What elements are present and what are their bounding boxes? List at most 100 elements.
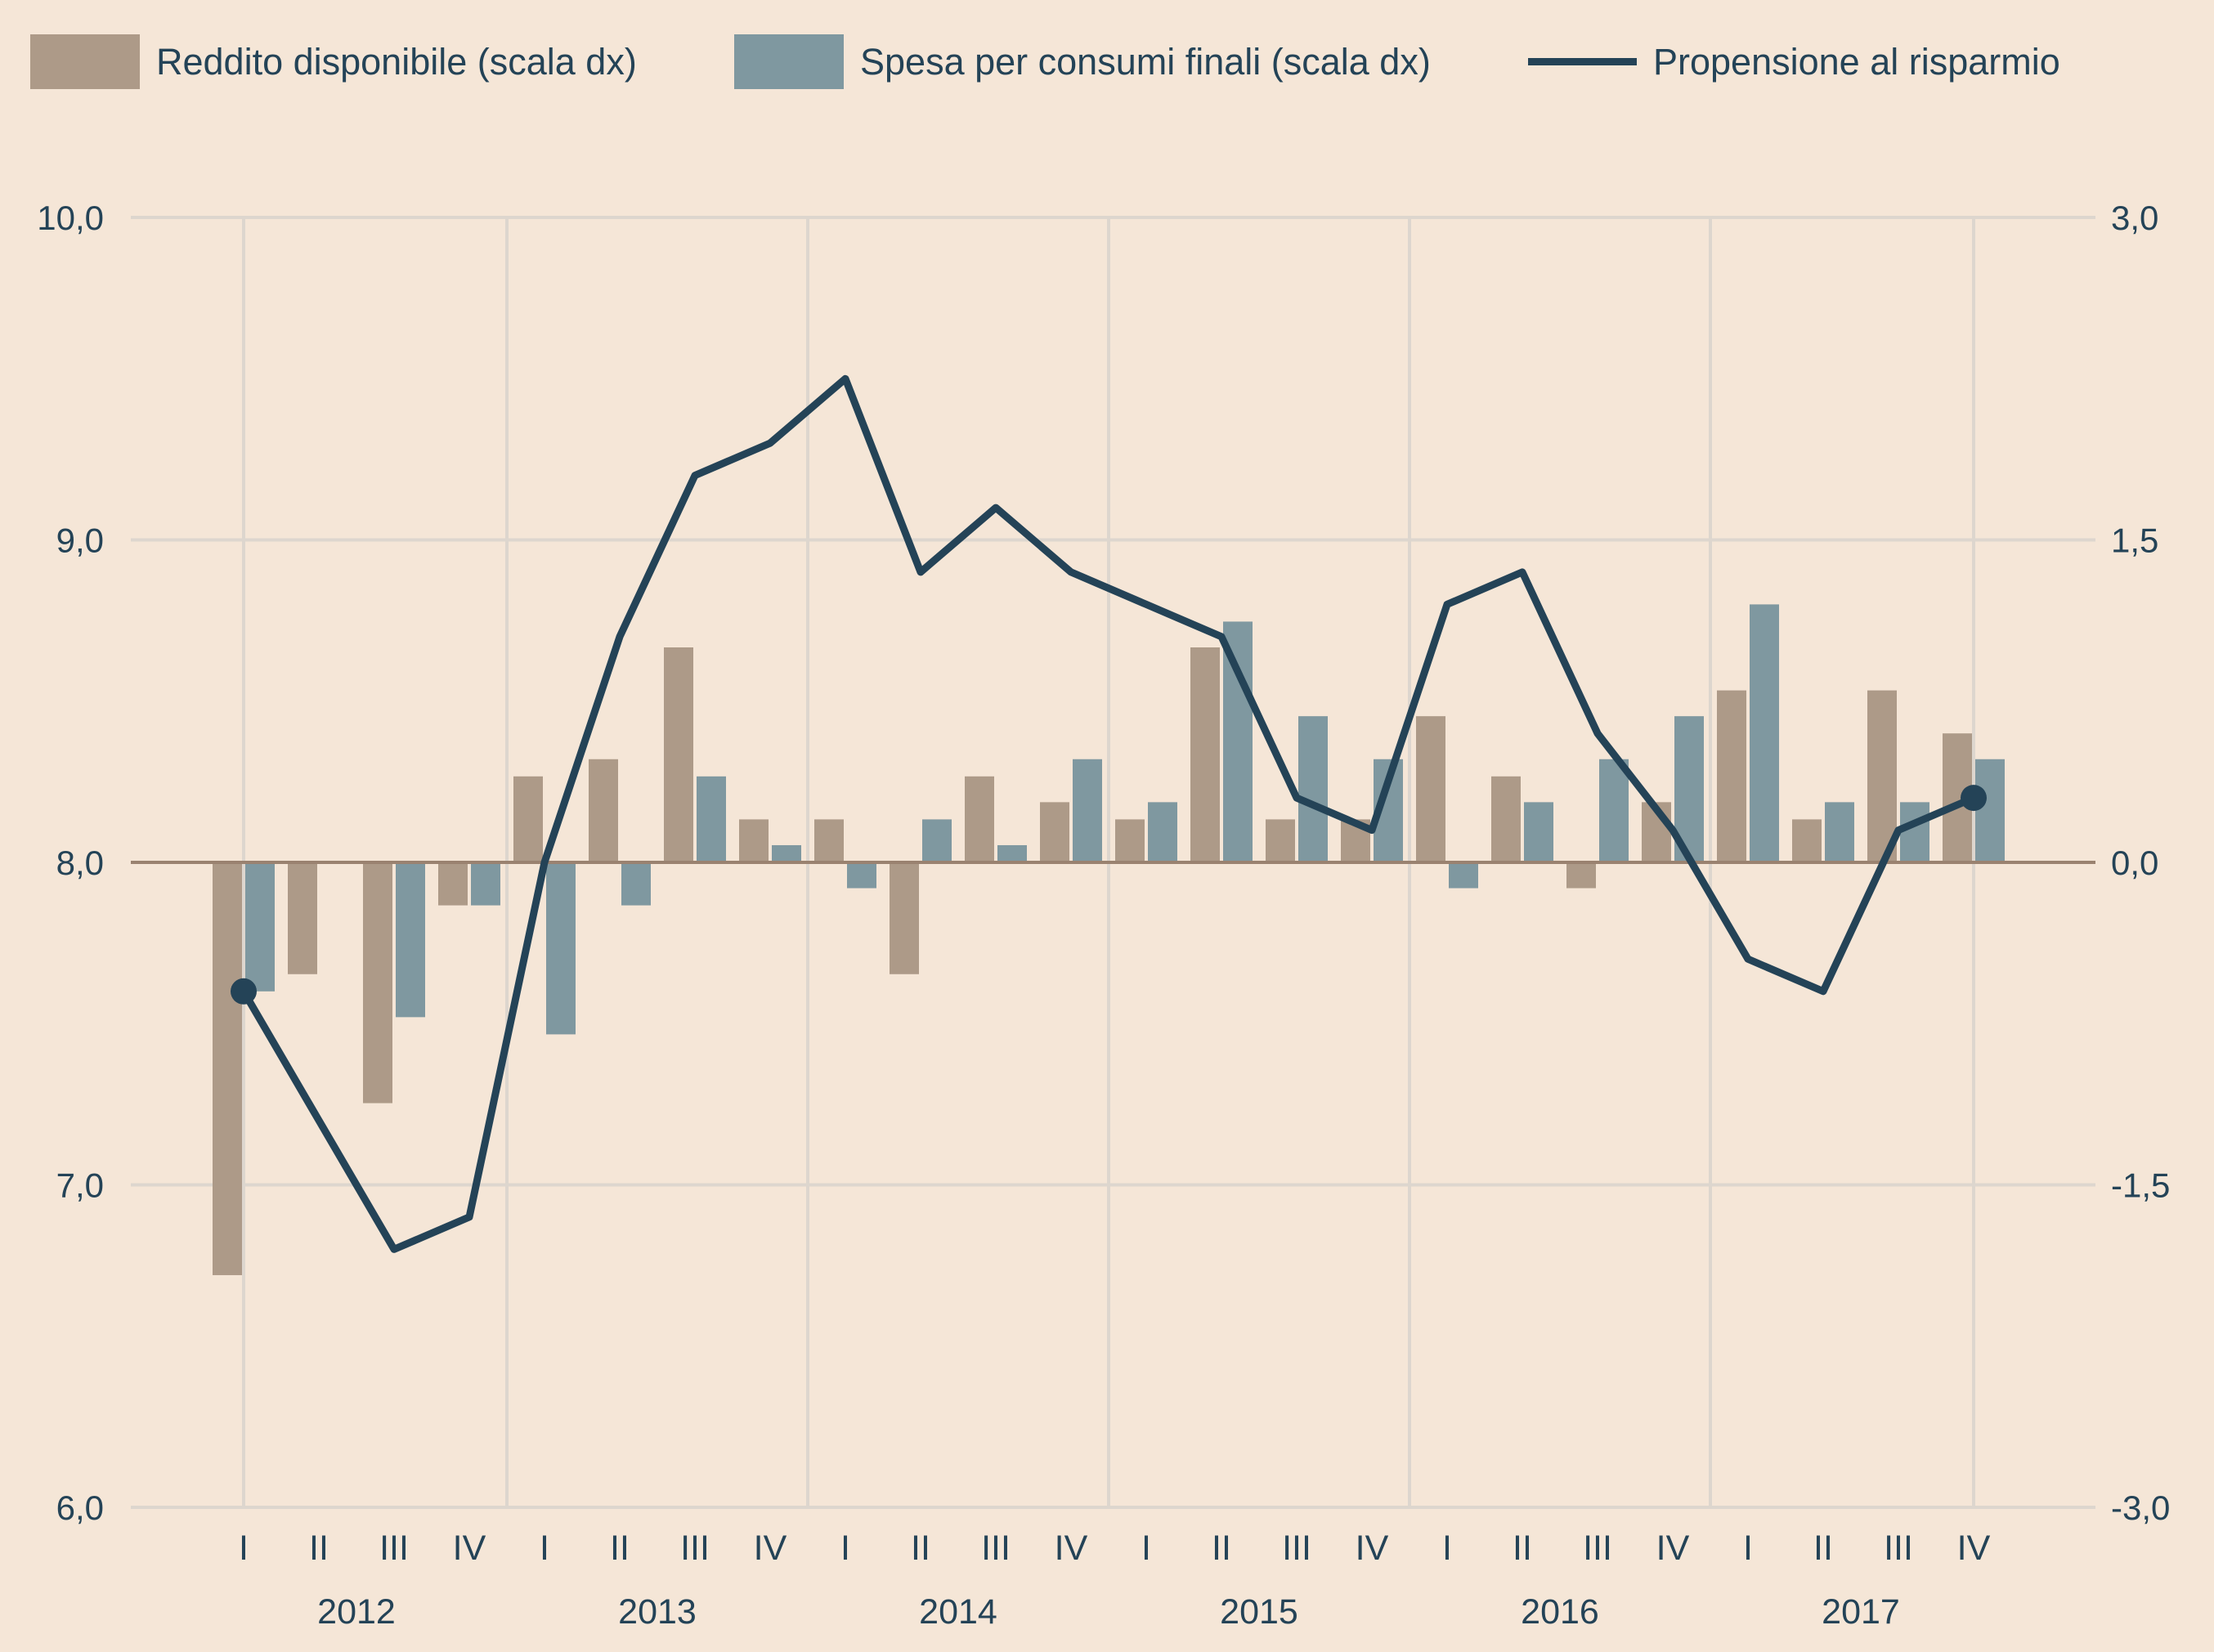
x-axis-quarter-labels: I II III IV I II III IV I II III IV I II III IV I II III IV… [239,1529,1991,1568]
bar-reddito [1566,862,1596,889]
left-tick-label: 8,0 [56,844,104,882]
bar-spesa [621,862,651,906]
left-tick-label: 6,0 [56,1489,104,1527]
line-marker-first [231,978,257,1005]
quarter-label: IV [453,1529,486,1568]
bar-reddito [213,862,242,1275]
bar-reddito [739,819,769,862]
quarter-label: III [1884,1529,1913,1568]
bar-reddito [1867,690,1897,862]
right-axis-ticks: 3,0 1,5 0,0 -1,5 -3,0 [2111,199,2170,1527]
legend-line-propensione [1528,58,1637,65]
quarter-label: II [1813,1529,1833,1568]
bar-spesa [847,862,876,889]
quarter-label: III [1583,1529,1612,1568]
right-tick-label: -1,5 [2111,1166,2170,1205]
bar-spesa [471,862,500,906]
bar-spesa [922,819,952,862]
year-label: 2015 [1220,1592,1298,1632]
horizontal-gridlines [131,216,2095,1509]
year-label: 2012 [317,1592,396,1632]
quarter-label: III [680,1529,710,1568]
legend-item-reddito: Reddito disponibile (scala dx) [30,34,637,89]
bar-spesa [772,844,801,862]
bar-reddito [890,862,919,974]
legend: Reddito disponibile (scala dx) Spesa per… [0,0,2214,114]
bars [213,604,2005,1275]
quarter-label: I [840,1529,850,1568]
legend-label-reddito: Reddito disponibile (scala dx) [156,40,637,83]
bar-reddito [1190,647,1220,862]
bar-reddito [1040,802,1069,862]
legend-swatch-reddito [30,34,140,89]
left-tick-label: 9,0 [56,522,104,560]
quarter-label: IV [1055,1529,1088,1568]
year-label: 2016 [1521,1592,1599,1632]
quarter-label: IV [754,1529,787,1568]
quarter-label: II [1513,1529,1532,1568]
bar-reddito [1266,819,1295,862]
bar-spesa [546,862,576,1035]
bar-spesa [1975,759,2005,862]
quarter-label: II [1212,1529,1231,1568]
quarter-label: II [610,1529,630,1568]
bar-spesa [1148,802,1177,862]
bar-spesa [1900,802,1929,862]
bar-reddito [288,862,317,974]
bar-spesa [1298,716,1328,862]
bar-reddito [513,776,543,862]
right-tick-label: 1,5 [2111,522,2158,560]
quarter-label: I [540,1529,549,1568]
bar-reddito [1115,819,1145,862]
line-series-propensione [231,374,1987,1253]
bar-reddito [1792,819,1822,862]
year-label: 2017 [1822,1592,1900,1632]
legend-swatch-spesa [734,34,844,89]
line-propensione [240,374,1978,1253]
year-label: 2013 [618,1592,697,1632]
quarter-label: III [379,1529,409,1568]
quarter-label: I [1442,1529,1452,1568]
bar-reddito [438,862,468,906]
right-tick-label: -3,0 [2111,1489,2170,1527]
legend-label-spesa: Spesa per consumi finali (scala dx) [860,40,1431,83]
quarter-label: II [911,1529,930,1568]
bar-reddito [1491,776,1521,862]
bar-spesa [1825,802,1854,862]
bar-spesa [1599,759,1629,862]
right-tick-label: 0,0 [2111,844,2158,882]
quarter-label: II [309,1529,329,1568]
quarter-label: IV [1356,1529,1389,1568]
bar-spesa [1223,621,1253,862]
bar-spesa [1750,604,1779,862]
left-axis-ticks: 10,0 9,0 8,0 7,0 6,0 [37,199,104,1527]
quarter-label: IV [1957,1529,1991,1568]
bar-spesa [1073,759,1102,862]
left-tick-label: 10,0 [37,199,104,237]
legend-label-propensione: Propensione al risparmio [1653,40,2060,83]
bar-spesa [997,844,1027,862]
bar-reddito [814,819,844,862]
quarter-label: I [1141,1529,1151,1568]
bar-spesa [1524,802,1553,862]
bar-reddito [589,759,618,862]
quarter-label: I [239,1529,249,1568]
bar-spesa [697,776,726,862]
bar-reddito [1416,716,1445,862]
bar-reddito [1717,690,1746,862]
quarter-label: I [1743,1529,1753,1568]
bar-reddito [664,647,693,862]
bar-reddito [363,862,392,1104]
right-tick-label: 3,0 [2111,199,2158,237]
left-tick-label: 7,0 [56,1166,104,1205]
bar-reddito [965,776,994,862]
bar-spesa [245,862,275,992]
legend-item-spesa: Spesa per consumi finali (scala dx) [734,34,1431,89]
x-axis-year-labels: 2012 2013 2014 2015 2016 2017 [317,1592,1900,1632]
year-label: 2014 [919,1592,997,1632]
line-marker-last [1961,785,1987,812]
quarter-label: IV [1656,1529,1690,1568]
quarter-label: III [1282,1529,1311,1568]
bar-spesa [1449,862,1478,889]
